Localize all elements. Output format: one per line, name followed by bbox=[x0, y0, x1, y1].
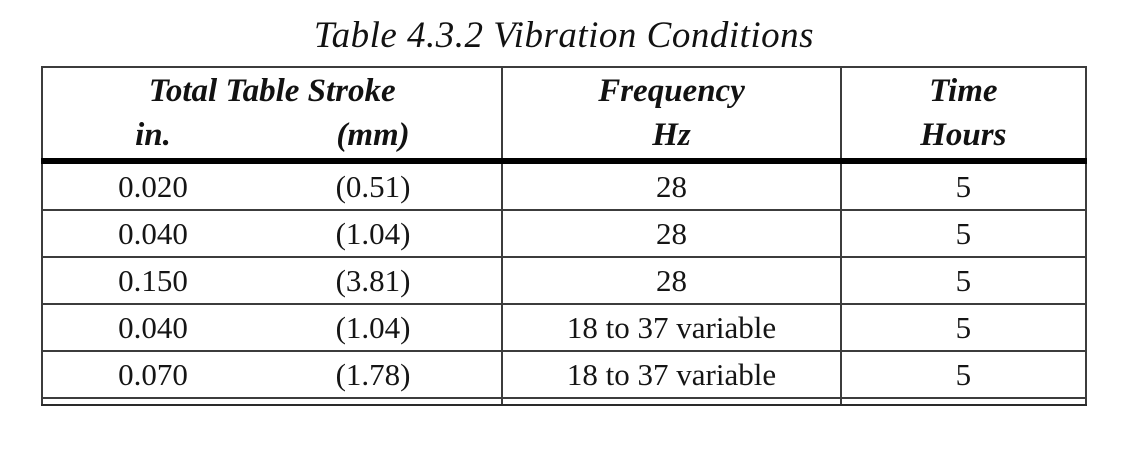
cell-frequency: 18 to 37 variable bbox=[501, 303, 842, 352]
header-frequency-label: Frequency bbox=[598, 73, 745, 109]
cell-stroke: 0.070 (1.78) bbox=[40, 350, 504, 399]
vibration-conditions-table: Total Table Stroke in. (mm) Frequency Hz… bbox=[40, 66, 1088, 406]
header-total-table-stroke: Total Table Stroke in. (mm) bbox=[40, 66, 504, 164]
cell-stroke-in: 0.020 bbox=[118, 168, 188, 204]
table-row: 0.150 (3.81) 28 5 bbox=[40, 256, 1088, 305]
cell-stroke-mm: (0.51) bbox=[335, 168, 411, 204]
cell-frequency: 28 bbox=[501, 160, 842, 211]
cell-stroke-mm: (1.04) bbox=[335, 309, 411, 345]
header-total-table-stroke-label: Total Table Stroke bbox=[148, 73, 396, 109]
cell-stroke-in: 0.040 bbox=[118, 215, 188, 251]
cell-frequency: 18 to 37 variable bbox=[501, 350, 842, 399]
bottom-rule-cell bbox=[501, 397, 842, 406]
table-caption: Table 4.3.2 Vibration Conditions bbox=[313, 15, 815, 56]
header-time-label: Time bbox=[929, 73, 998, 109]
cell-time: 5 bbox=[839, 350, 1088, 399]
header-frequency-unit: Hz bbox=[652, 117, 691, 153]
cell-stroke: 0.040 (1.04) bbox=[40, 209, 504, 258]
cell-stroke: 0.150 (3.81) bbox=[40, 256, 504, 305]
header-frequency: Frequency Hz bbox=[501, 66, 842, 164]
bottom-rule-cell bbox=[40, 397, 504, 406]
bottom-rule-cell bbox=[839, 397, 1088, 406]
cell-frequency: 28 bbox=[501, 256, 842, 305]
cell-time: 5 bbox=[839, 303, 1088, 352]
cell-time: 5 bbox=[839, 256, 1088, 305]
table-row: 0.070 (1.78) 18 to 37 variable 5 bbox=[40, 350, 1088, 399]
header-time: Time Hours bbox=[839, 66, 1088, 164]
cell-stroke-in: 0.070 bbox=[118, 356, 188, 392]
table-row: 0.040 (1.04) 18 to 37 variable 5 bbox=[40, 303, 1088, 352]
header-unit-mm: (mm) bbox=[336, 117, 410, 153]
cell-frequency: 28 bbox=[501, 209, 842, 258]
header-unit-in: in. bbox=[135, 117, 171, 153]
table-bottom-rule-row bbox=[40, 397, 1088, 406]
cell-time: 5 bbox=[839, 160, 1088, 211]
header-stroke-units-row: in. (mm) bbox=[44, 113, 500, 155]
cell-stroke: 0.020 (0.51) bbox=[40, 160, 504, 211]
cell-time: 5 bbox=[839, 209, 1088, 258]
table-row: 0.020 (0.51) 28 5 bbox=[40, 160, 1088, 211]
cell-stroke-mm: (3.81) bbox=[335, 262, 411, 298]
cell-stroke-mm: (1.78) bbox=[335, 356, 411, 392]
cell-stroke-in: 0.040 bbox=[118, 309, 188, 345]
cell-stroke-mm: (1.04) bbox=[335, 215, 411, 251]
table-row: 0.040 (1.04) 28 5 bbox=[40, 209, 1088, 258]
cell-stroke: 0.040 (1.04) bbox=[40, 303, 504, 352]
cell-stroke-in: 0.150 bbox=[118, 262, 188, 298]
table-header-row: Total Table Stroke in. (mm) Frequency Hz… bbox=[40, 66, 1088, 164]
header-time-unit: Hours bbox=[920, 117, 1007, 153]
